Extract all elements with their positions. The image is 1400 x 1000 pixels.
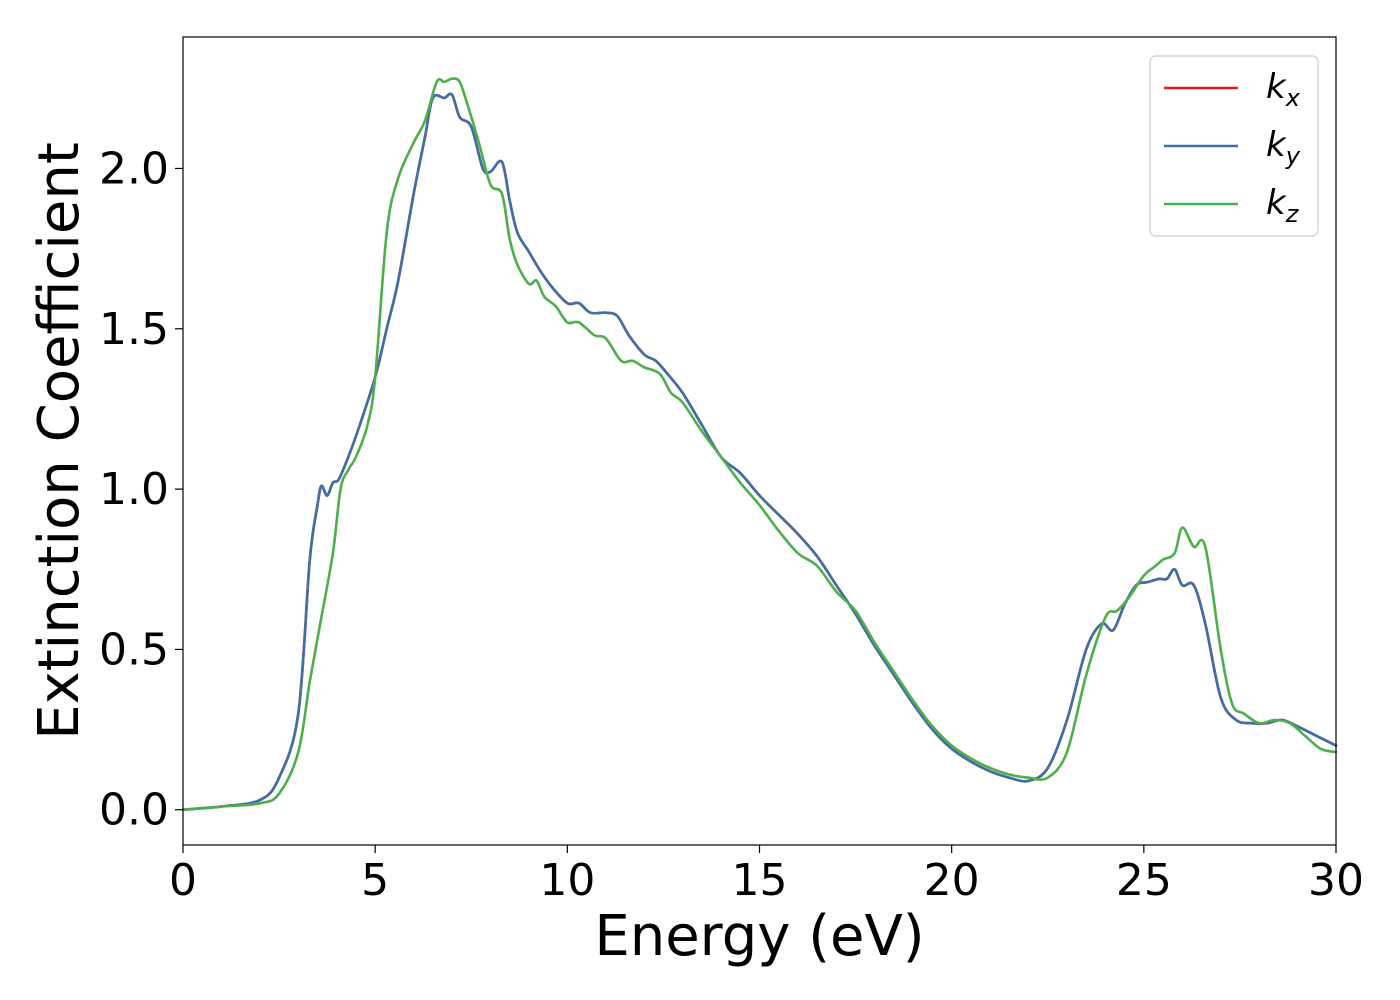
x-tick-label: 30 — [1308, 855, 1364, 906]
y-tick-label: 1.5 — [99, 304, 169, 355]
y-tick-label: 1.0 — [99, 464, 169, 515]
legend-label-base: k — [1266, 67, 1287, 107]
y-tick-label: 2.0 — [99, 143, 169, 194]
y-tick-label: 0.0 — [99, 785, 169, 836]
legend-label-subscript: x — [1285, 84, 1301, 112]
x-tick-label: 5 — [361, 855, 389, 906]
y-tick-label: 0.5 — [99, 624, 169, 675]
legend-label-z: kz — [1266, 183, 1300, 228]
x-axis: 0 5 10 15 20 25 30 — [169, 845, 1364, 906]
series-layer — [181, 77, 1338, 811]
legend-label-base: k — [1266, 125, 1287, 165]
x-tick-label: 20 — [924, 855, 980, 906]
x-tick-label: 0 — [169, 855, 197, 906]
legend-label-subscript: z — [1285, 200, 1300, 228]
x-tick-label: 15 — [732, 855, 788, 906]
y-axis: 0.0 0.5 1.0 1.5 2.0 — [99, 143, 183, 836]
plot-background — [183, 37, 1336, 845]
y-axis-title: Extinction Coefficient — [27, 142, 92, 740]
x-tick-label: 10 — [539, 855, 595, 906]
x-axis-title: Energy (eV) — [594, 904, 924, 969]
series-line-z — [181, 77, 1338, 811]
legend-label-subscript: y — [1285, 142, 1301, 170]
legend-label-x: kx — [1266, 67, 1301, 112]
x-tick-label: 25 — [1116, 855, 1172, 906]
legend-label-y: ky — [1266, 125, 1301, 170]
legend-label-base: k — [1266, 183, 1287, 223]
